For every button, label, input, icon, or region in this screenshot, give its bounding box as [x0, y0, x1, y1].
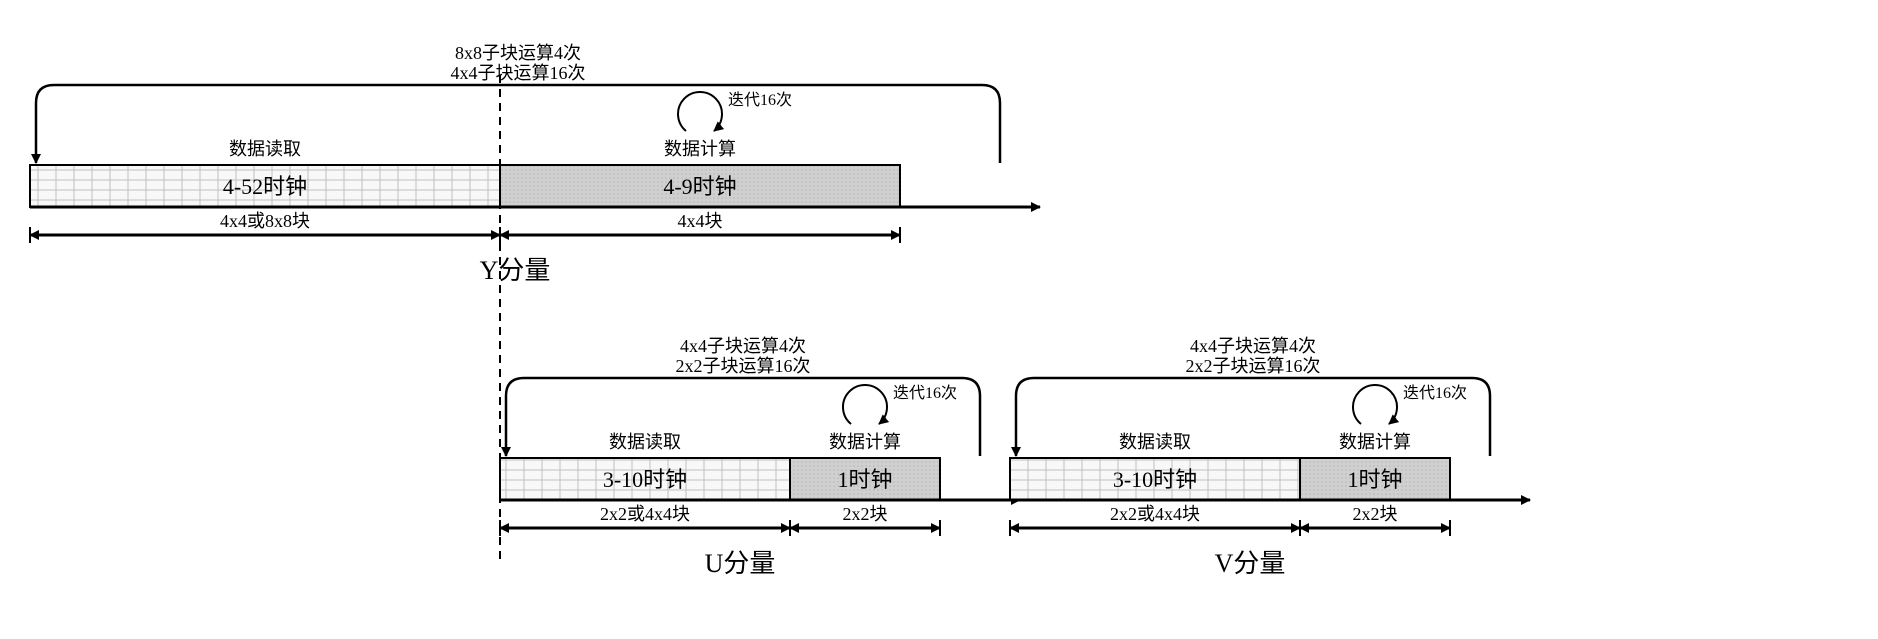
y-component-iter-loop: 迭代16次 — [678, 91, 792, 131]
svg-text:迭代16次: 迭代16次 — [728, 91, 792, 109]
svg-text:迭代16次: 迭代16次 — [893, 384, 957, 402]
svg-text:迭代16次: 迭代16次 — [1403, 384, 1467, 402]
u-component-calc-block-value: 1时钟 — [837, 467, 892, 492]
v-component-calc-block: 数据计算 1时钟 — [1300, 432, 1450, 500]
svg-text:4x4块: 4x4块 — [678, 211, 723, 231]
v-component-iter-loop: 迭代16次 — [1353, 384, 1467, 424]
timing-diagram: 数据读取4-52时钟数据计算4-9时钟4x4或8x8块4x4块8x8子块运算4次… — [20, 20, 1878, 619]
v-component-calc-block-value: 1时钟 — [1347, 467, 1402, 492]
y-component-calc-block-value: 4-9时钟 — [663, 174, 736, 199]
svg-text:4x4子块运算4次: 4x4子块运算4次 — [680, 336, 806, 356]
u-component-iter-loop: 迭代16次 — [843, 384, 957, 424]
u-component-calc-span: 2x2块 — [790, 504, 940, 536]
v-component-calc-span: 2x2块 — [1300, 504, 1450, 536]
svg-text:2x2或4x4块: 2x2或4x4块 — [600, 504, 690, 524]
v-component-label: V分量 — [1215, 549, 1286, 578]
svg-text:4x4子块运算4次: 4x4子块运算4次 — [1190, 336, 1316, 356]
y-component-read-block: 数据读取 4-52时钟 — [30, 139, 500, 207]
svg-text:2x2块: 2x2块 — [843, 504, 888, 524]
v-component-read-block-title: 数据读取 — [1119, 432, 1191, 452]
svg-text:2x2或4x4块: 2x2或4x4块 — [1110, 504, 1200, 524]
svg-text:2x2子块运算16次: 2x2子块运算16次 — [676, 356, 811, 376]
svg-text:8x8子块运算4次: 8x8子块运算4次 — [455, 43, 581, 63]
u-component-read-block: 数据读取 3-10时钟 — [500, 432, 790, 500]
svg-text:2x2块: 2x2块 — [1353, 504, 1398, 524]
y-component-read-span: 4x4或8x8块 — [30, 211, 500, 243]
u-component-label: U分量 — [705, 549, 776, 578]
v-component-read-span: 2x2或4x4块 — [1010, 504, 1300, 536]
svg-text:4x4子块运算16次: 4x4子块运算16次 — [451, 63, 586, 83]
u-component-read-block-title: 数据读取 — [609, 432, 681, 452]
u-component-calc-block-title: 数据计算 — [829, 432, 901, 452]
y-component-label: Y分量 — [480, 256, 551, 285]
y-component-outer-loop: 8x8子块运算4次4x4子块运算16次 — [36, 43, 1000, 163]
u-component-read-span: 2x2或4x4块 — [500, 504, 790, 536]
y-component-calc-block: 数据计算 4-9时钟 — [500, 139, 900, 207]
v-component-read-block-value: 3-10时钟 — [1113, 467, 1197, 492]
y-component-calc-span: 4x4块 — [500, 211, 900, 243]
svg-text:2x2子块运算16次: 2x2子块运算16次 — [1186, 356, 1321, 376]
u-component-calc-block: 数据计算 1时钟 — [790, 432, 940, 500]
u-component-read-block-value: 3-10时钟 — [603, 467, 687, 492]
v-component-calc-block-title: 数据计算 — [1339, 432, 1411, 452]
y-component-calc-block-title: 数据计算 — [664, 139, 736, 159]
v-component-read-block: 数据读取 3-10时钟 — [1010, 432, 1300, 500]
y-component-read-block-title: 数据读取 — [229, 139, 301, 159]
y-component-read-block-value: 4-52时钟 — [223, 174, 307, 199]
svg-text:4x4或8x8块: 4x4或8x8块 — [220, 211, 310, 231]
